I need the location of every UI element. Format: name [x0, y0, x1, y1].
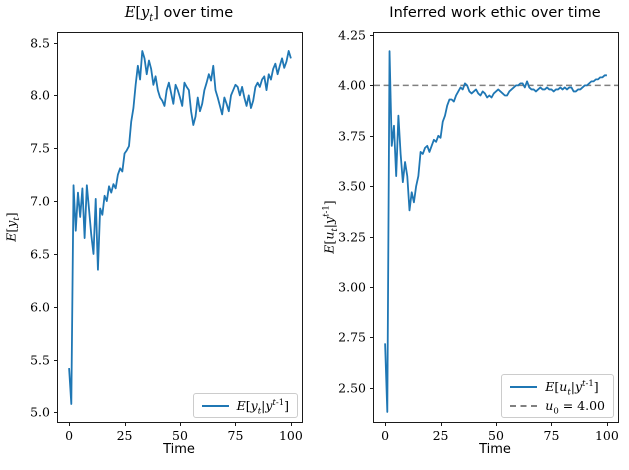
x-tick-label: 50 — [172, 428, 188, 443]
left-plot-title: E[yt] over time — [57, 5, 301, 24]
x-tick-label: 0 — [65, 428, 74, 443]
x-tick-label: 50 — [488, 428, 504, 443]
y-tick-label: 7.5 — [30, 140, 50, 156]
left-legend-label: E[yt|yt-1] — [236, 397, 289, 417]
x-tick-label: 100 — [594, 428, 619, 443]
y-tick-mark — [370, 236, 374, 238]
y-tick-mark — [370, 337, 374, 339]
legend-line-sample — [510, 385, 538, 388]
y-tick-label: 6.0 — [30, 299, 50, 315]
right-legend-entry-series: E[ut|yt-1] — [510, 378, 605, 398]
right-y-axis-label: E[ut|yt-1] — [321, 200, 340, 254]
x-tick-mark — [496, 422, 497, 426]
y-tick-mark — [370, 286, 374, 288]
x-tick-mark — [180, 422, 181, 426]
y-tick-label: 8.0 — [30, 87, 50, 103]
right-line-chart — [374, 50, 618, 413]
x-tick-mark — [440, 422, 442, 426]
x-tick-label: 75 — [227, 428, 244, 443]
right-legend-entry-hline: u0 = 4.00 — [510, 398, 605, 417]
left-line-chart — [68, 50, 292, 405]
y-tick-mark — [54, 42, 58, 44]
right-plot-title: Inferred work ethic over time — [373, 5, 617, 21]
y-tick-label: 5.5 — [30, 352, 50, 368]
series-line — [384, 50, 607, 413]
y-tick-mark — [370, 186, 374, 188]
x-tick-mark — [69, 422, 71, 426]
legend-dash-sample — [510, 404, 538, 407]
y-tick-label: 4.00 — [338, 77, 366, 93]
x-tick-label: 75 — [543, 428, 560, 443]
y-tick-label: 3.25 — [338, 229, 366, 245]
y-tick-label: 3.00 — [338, 279, 366, 295]
y-tick-mark — [54, 95, 58, 97]
y-tick-label: 4.25 — [338, 27, 366, 43]
y-tick-label: 5.0 — [30, 404, 50, 420]
left-title-math: E[yt] — [124, 5, 159, 24]
y-tick-mark — [370, 387, 374, 389]
y-tick-label: 3.75 — [338, 128, 366, 144]
right-legend: E[ut|yt-1] u0 = 4.00 — [501, 374, 614, 418]
right-legend-label-hline: u0 = 4.00 — [545, 398, 605, 417]
x-tick-label: 100 — [278, 428, 303, 443]
y-tick-label: 2.50 — [338, 380, 366, 396]
left-x-axis-label: Time — [163, 442, 195, 457]
left-title-text: over time — [158, 5, 234, 21]
y-tick-label: 3.50 — [338, 178, 366, 194]
left-y-axis-label: E[yt] — [3, 212, 23, 242]
right-legend-label-series: E[ut|yt-1] — [545, 378, 599, 398]
y-tick-mark — [54, 201, 58, 203]
y-tick-mark — [54, 412, 58, 414]
x-tick-mark — [385, 422, 387, 426]
x-tick-mark — [124, 422, 126, 426]
x-tick-mark — [551, 422, 553, 426]
left-legend-entry: E[yt|yt-1] — [201, 397, 289, 417]
x-tick-label: 25 — [432, 428, 449, 443]
y-tick-mark — [54, 253, 58, 255]
y-tick-mark — [370, 35, 374, 36]
y-tick-label: 6.5 — [30, 246, 50, 262]
x-tick-mark — [290, 422, 292, 426]
y-tick-mark — [370, 135, 374, 137]
y-tick-mark — [54, 148, 58, 150]
right-title-text: Inferred work ethic over time — [389, 5, 601, 21]
y-tick-label: 8.5 — [30, 35, 50, 50]
series-line — [68, 50, 292, 405]
right-axes: E[ut|yt-1] u0 = 4.00 0 25 50 75 100 2.50 2.75 3… — [338, 28, 619, 443]
x-tick-label: 0 — [381, 428, 390, 443]
left-axes: E[yt|yt-1] 0 25 50 75 100 5.0 5.5 6.0 6.5 7.0 7.5 8… — [30, 32, 303, 443]
left-legend: E[yt|yt-1] — [192, 393, 298, 418]
y-tick-label: 2.75 — [338, 329, 366, 345]
y-tick-mark — [54, 359, 58, 361]
y-tick-label: 7.0 — [30, 193, 50, 209]
x-tick-mark — [606, 422, 608, 426]
right-x-axis-label: Time — [479, 442, 511, 457]
y-tick-mark — [370, 85, 374, 87]
x-tick-label: 25 — [116, 428, 133, 443]
legend-line-sample — [201, 404, 229, 407]
y-tick-mark — [54, 306, 58, 308]
x-tick-mark — [235, 422, 237, 426]
